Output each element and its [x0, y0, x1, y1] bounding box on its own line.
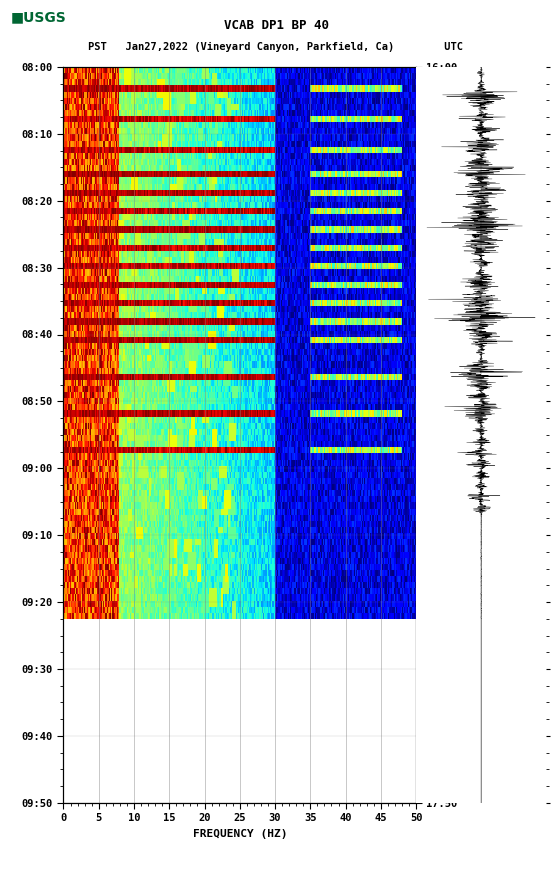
Text: VCAB DP1 BP 40: VCAB DP1 BP 40 — [224, 19, 328, 32]
Text: ■USGS: ■USGS — [11, 10, 67, 24]
X-axis label: FREQUENCY (HZ): FREQUENCY (HZ) — [193, 829, 287, 838]
Text: PST   Jan27,2022 (Vineyard Canyon, Parkfield, Ca)        UTC: PST Jan27,2022 (Vineyard Canyon, Parkfie… — [88, 42, 464, 52]
